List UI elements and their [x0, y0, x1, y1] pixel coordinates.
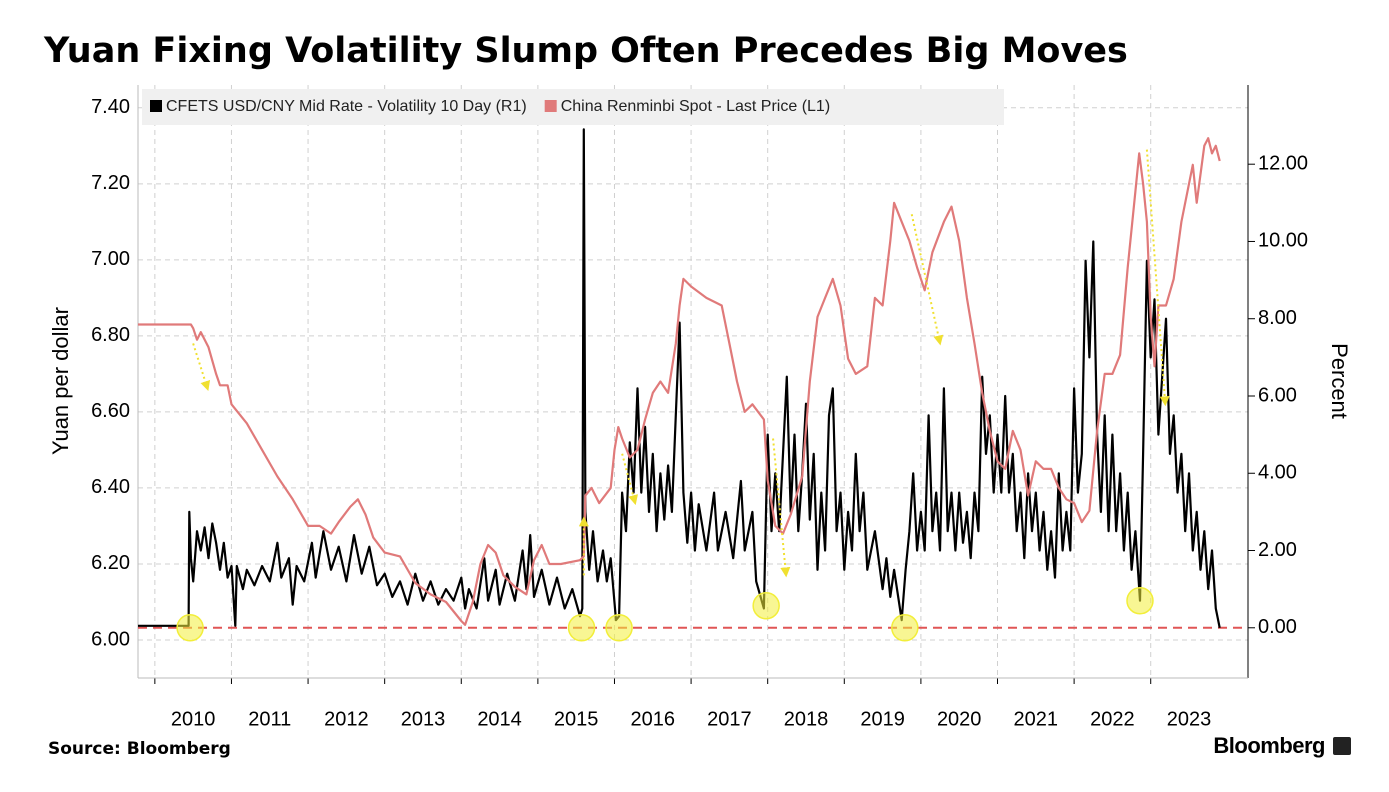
y2-tick-label: 2.00 — [1258, 539, 1297, 561]
x-tick-label: 2022 — [1090, 708, 1135, 730]
y-tick-label: 6.00 — [91, 628, 130, 650]
brand-icon — [1333, 737, 1351, 755]
x-tick-label: 2020 — [937, 708, 982, 730]
y2-tick-label: 10.00 — [1258, 230, 1308, 252]
x-tick-label: 2015 — [554, 708, 599, 730]
annotation-arrow — [621, 453, 638, 506]
x-tick-label: 2013 — [401, 708, 446, 730]
y-tick-label: 7.40 — [91, 96, 130, 118]
legend-label: China Renminbi Spot - Last Price (L1) — [561, 98, 830, 115]
legend: CFETS USD/CNY Mid Rate - Volatility 10 D… — [142, 89, 1004, 125]
y2-tick-label: 12.00 — [1258, 152, 1308, 174]
x-tick-label: 2021 — [1014, 708, 1059, 730]
y-tick-label: 6.20 — [91, 552, 130, 574]
y2-tick-label: 6.00 — [1258, 384, 1297, 406]
legend-swatch — [150, 100, 162, 112]
y-tick-label: 7.00 — [91, 248, 130, 270]
highlight-circle — [567, 614, 596, 642]
y-tick-label: 7.20 — [91, 172, 130, 194]
x-tick-label: 2016 — [631, 708, 676, 730]
highlight-circle — [752, 592, 780, 620]
x-tick-label: 2019 — [860, 708, 905, 730]
legend-swatch — [544, 100, 557, 112]
y2-tick-label: 8.00 — [1258, 307, 1297, 329]
highlight-circle — [605, 614, 633, 642]
x-tick-label: 2018 — [784, 708, 829, 730]
x-tick-label: 2012 — [324, 708, 369, 730]
y-tick-label: 6.60 — [91, 400, 130, 422]
highlight-circle — [891, 614, 919, 642]
highlight-circle — [1126, 586, 1154, 615]
series-line — [138, 128, 1221, 629]
x-tick-label: 2014 — [477, 708, 522, 730]
y2-tick-label: 0.00 — [1258, 616, 1297, 638]
x-tick-label: 2010 — [171, 708, 216, 730]
legend-box — [142, 89, 1004, 125]
x-tick-label: 2023 — [1167, 708, 1212, 730]
legend-label: CFETS USD/CNY Mid Rate - Volatility 10 D… — [166, 98, 527, 115]
annotation-arrow — [910, 214, 944, 346]
highlight-circle — [176, 614, 204, 642]
x-tick-label: 2011 — [248, 708, 291, 730]
y2-axis-title: Percent — [1327, 343, 1352, 419]
source: Source: Bloomberg — [48, 739, 231, 759]
x-tick-label: 2017 — [707, 708, 752, 730]
series-line — [138, 137, 1221, 626]
brand: Bloomberg — [1213, 733, 1325, 758]
chart-title: Yuan Fixing Volatility Slump Often Prece… — [43, 31, 1128, 71]
y-axis-title: Yuan per dollar — [48, 307, 73, 455]
annotation-arrow — [192, 343, 211, 392]
y2-tick-label: 4.00 — [1258, 462, 1297, 484]
y-tick-label: 6.80 — [91, 324, 130, 346]
y-tick-label: 6.40 — [91, 476, 130, 498]
